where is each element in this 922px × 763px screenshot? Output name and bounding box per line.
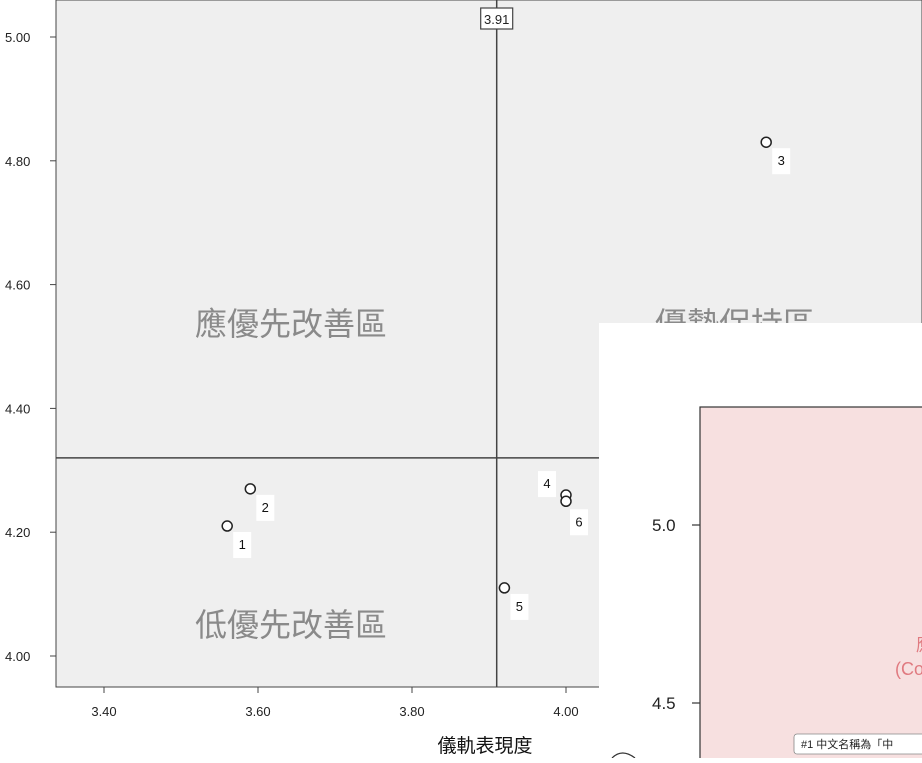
point-label-5: 5 [516,599,523,614]
y-tick-label: 4.20 [5,525,30,540]
point-label-1: 1 [239,537,246,552]
y-tick-label: 4.40 [5,401,30,416]
y-tick-label: 4.80 [5,154,30,169]
data-point-3 [760,136,772,148]
y-tick-label: 5.00 [5,30,30,45]
point-label-box-6 [570,509,588,536]
x-tick-label: 3.80 [399,704,424,719]
x-axis-title: 儀軌表現度 [437,735,532,757]
data-point-5 [498,582,511,594]
data-point-1 [221,520,233,532]
y-axis: 4.00 4.20 4.40 4.60 4.80 5.00 [5,30,56,664]
point-label-4: 4 [543,476,550,491]
inset-panel: 5.0 4.5 應 (Con #1 中文名稱為「中 [599,323,922,763]
y-tick-label: 4.00 [5,649,30,664]
point-label-3: 3 [778,153,785,168]
point-label-box-1 [233,532,252,559]
data-point-2 [244,483,257,495]
inset-quadrant-label-line-2: (Con [895,659,922,679]
point-label-box-4 [538,471,556,498]
point-label-box-2 [256,494,275,521]
inset-quadrant-label-line-1: 應 [916,634,922,655]
vertical-reference-value: 3.91 [484,12,509,27]
inset-plot-area [699,406,922,763]
data-point-6 [560,495,572,507]
inset-y-axis: 5.0 4.5 [652,516,700,713]
y-tick-label: 4.60 [5,278,30,293]
inset-y-tick-label: 5.0 [652,516,676,535]
x-tick-label: 3.60 [245,704,270,719]
point-label-2: 2 [262,500,269,515]
inset-y-tick-label: 4.5 [652,694,676,713]
inset-note-box [793,733,922,755]
bottom-arc-fragment [611,752,636,759]
x-tick-label: 4.00 [553,704,578,719]
point-label-box-3 [772,148,791,175]
quadrant-label-top-left: 應優先改善區 [195,306,387,342]
vertical-reference-label: 3.91 [480,7,514,30]
quadrant-label-bottom-left: 低優先改善區 [195,607,387,643]
x-tick-label: 3.40 [91,704,116,719]
vertical-reference-label-box [480,7,514,30]
inset-note: #1 中文名稱為「中 [801,737,893,751]
x-axis: 3.40 3.60 3.80 4.00 [91,687,579,719]
point-label-6: 6 [575,514,582,529]
point-label-box-5 [510,593,529,620]
data-points: 1 2 3 4 5 6 [221,136,791,620]
